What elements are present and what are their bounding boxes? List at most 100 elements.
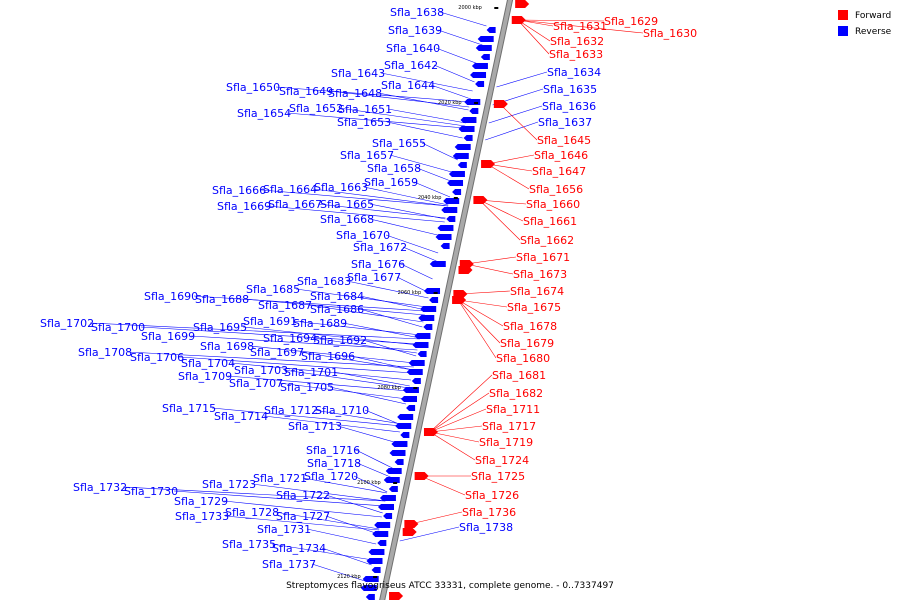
reverse-gene-feature: [440, 243, 450, 249]
reverse-gene-feature: [441, 207, 458, 213]
reverse-leader-line: [312, 188, 449, 207]
forward-gene-label: Sfla_1632: [550, 35, 604, 48]
reverse-gene-label: Sfla_1658: [367, 162, 421, 175]
reverse-gene-feature: [368, 549, 385, 555]
reverse-leader-line: [488, 105, 543, 124]
reverse-leader-line: [385, 234, 439, 254]
forward-gene-label: Sfla_1647: [532, 165, 586, 178]
tick-label: 2060 kbp: [398, 290, 422, 296]
reverse-gene-feature: [372, 531, 389, 537]
reverse-gene-label: Sfla_1672: [353, 241, 407, 254]
forward-leader-line: [457, 299, 497, 359]
reverse-gene-feature: [379, 495, 396, 501]
reverse-leader-line: [328, 90, 470, 108]
reverse-gene-label: Sfla_1712: [264, 404, 318, 417]
reverse-leader-line: [389, 154, 456, 174]
reverse-gene-label: Sfla_1734: [272, 542, 326, 555]
reverse-gene-label: Sfla_1644: [381, 79, 435, 92]
reverse-gene-label: Sfla_1649: [279, 85, 333, 98]
reverse-gene-label: Sfla_1687: [258, 299, 312, 312]
reverse-gene-label: Sfla_1708: [78, 346, 132, 359]
reverse-gene-label: Sfla_1684: [310, 290, 364, 303]
reverse-leader-line: [312, 337, 417, 354]
reverse-leader-line: [402, 246, 437, 262]
reverse-gene-feature: [406, 405, 416, 411]
forward-gene-feature: [414, 472, 429, 480]
forward-leader-line: [479, 199, 527, 205]
map-caption: Streptomyces flavogriseus ATCC 33331, co…: [286, 581, 614, 591]
reverse-leader-line: [321, 547, 372, 566]
reverse-gene-label: Sfla_1737: [262, 558, 316, 571]
forward-leader-line: [429, 392, 490, 433]
reverse-gene-feature: [463, 135, 473, 141]
reverse-gene-feature: [429, 297, 439, 303]
reverse-leader-line: [313, 409, 402, 425]
reverse-gene-feature: [385, 468, 402, 474]
reverse-gene-feature: [429, 261, 446, 267]
reverse-gene-feature: [401, 396, 418, 402]
forward-leader-line: [479, 199, 521, 241]
reverse-gene-label: Sfla_1654: [237, 107, 291, 120]
reverse-gene-label: Sfla_1639: [388, 24, 442, 37]
reverse-leader-line: [400, 263, 433, 280]
reverse-gene-label: Sfla_1700: [91, 321, 145, 334]
forward-leader-line: [517, 19, 551, 42]
reverse-gene-label: Sfla_1697: [250, 346, 304, 359]
reverse-leader-line: [369, 203, 446, 220]
reverse-gene-feature: [371, 567, 381, 573]
forward-gene-label: Sfla_1719: [479, 436, 533, 449]
forward-gene-label: Sfla_1630: [643, 27, 697, 40]
reverse-leader-line: [359, 295, 427, 311]
forward-leader-line: [487, 163, 533, 172]
reverse-leader-line: [292, 320, 421, 336]
reverse-leader-line: [416, 167, 454, 183]
reverse-gene-feature: [437, 225, 454, 231]
reverse-gene-feature: [460, 117, 477, 123]
reverse-gene-label: Sfla_1696: [301, 350, 355, 363]
reverse-leader-line: [122, 486, 386, 502]
reverse-gene-label: Sfla_1648: [328, 87, 382, 100]
reverse-gene-label: Sfla_1714: [214, 410, 268, 423]
reverse-gene-feature: [486, 27, 496, 33]
reverse-gene-label: Sfla_1723: [202, 478, 256, 491]
reverse-gene-label: Sfla_1652: [289, 102, 343, 115]
reverse-gene-label: Sfla_1635: [543, 83, 597, 96]
tick-mark: [433, 292, 438, 294]
reverse-gene-feature: [475, 81, 485, 87]
reverse-leader-line: [306, 528, 377, 545]
reverse-gene-feature: [377, 540, 387, 546]
reverse-gene-label: Sfla_1702: [40, 317, 94, 330]
legend-reverse-swatch: [838, 26, 848, 36]
reverse-gene-feature: [452, 189, 462, 195]
reverse-gene-feature: [454, 144, 471, 150]
reverse-leader-line: [387, 108, 466, 124]
reverse-gene-label: Sfla_1691: [243, 315, 297, 328]
forward-gene-label: Sfla_1724: [475, 454, 529, 467]
reverse-gene-label: Sfla_1653: [337, 116, 391, 129]
reverse-leader-line: [295, 288, 427, 308]
reverse-gene-label: Sfla_1667: [268, 198, 322, 211]
forward-gene-label: Sfla_1646: [534, 149, 588, 162]
forward-gene-label: Sfla_1629: [604, 15, 658, 28]
reverse-gene-label: Sfla_1718: [307, 457, 361, 470]
reverse-leader-line: [333, 371, 410, 387]
reverse-gene-label: Sfla_1731: [257, 523, 311, 536]
reverse-gene-feature: [397, 414, 414, 420]
reverse-gene-label: Sfla_1715: [162, 402, 216, 415]
reverse-leader-line: [485, 121, 539, 141]
reverse-gene-feature: [458, 126, 475, 132]
forward-gene-label: Sfla_1736: [462, 506, 516, 519]
reverse-leader-line: [346, 280, 429, 299]
tick-mark: [494, 7, 499, 9]
forward-gene-label: Sfla_1661: [523, 215, 577, 228]
legend-forward-swatch: [838, 10, 848, 20]
reverse-leader-line: [244, 298, 425, 316]
forward-leader-line: [458, 299, 508, 308]
reverse-gene-label: Sfla_1637: [538, 116, 592, 129]
reverse-leader-line: [359, 308, 423, 328]
reverse-leader-line: [355, 449, 393, 469]
reverse-gene-feature: [388, 486, 398, 492]
reverse-leader-line: [439, 11, 487, 27]
reverse-leader-line: [350, 355, 414, 371]
